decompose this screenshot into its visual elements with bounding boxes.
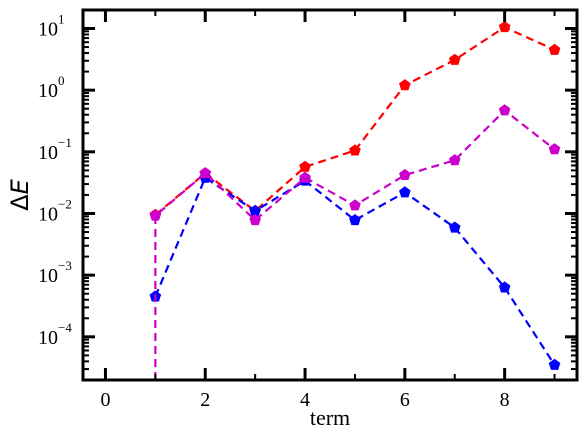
x-tick-label: 8 xyxy=(500,389,510,411)
data-point xyxy=(349,144,361,156)
x-tick-label: 2 xyxy=(200,389,210,411)
y-tick-exponent: −2 xyxy=(58,197,72,212)
x-tick-label: 4 xyxy=(300,389,310,411)
y-tick-label: 10 xyxy=(38,80,58,102)
x-tick-label: 6 xyxy=(400,389,410,411)
data-point xyxy=(149,209,162,221)
y-tick-exponent: 0 xyxy=(58,73,65,88)
data-point xyxy=(548,358,561,370)
y-axis-label: ΔE xyxy=(6,178,34,210)
y-tick-exponent: −3 xyxy=(58,258,72,273)
y-axis-label-symbol: Δ xyxy=(6,194,34,211)
y-tick-exponent: −4 xyxy=(58,320,72,335)
y-tick-label: 10 xyxy=(38,327,58,349)
y-tick-label: 10 xyxy=(38,265,58,287)
data-point xyxy=(349,214,361,226)
series-layer xyxy=(149,21,561,380)
data-point xyxy=(349,199,361,211)
data-point xyxy=(498,104,511,116)
data-point xyxy=(448,53,461,65)
data-point xyxy=(399,79,411,91)
plot-frame xyxy=(81,8,579,382)
data-point xyxy=(498,281,511,293)
data-point xyxy=(448,154,461,166)
data-point xyxy=(249,214,261,226)
x-axis-label: term xyxy=(310,405,350,430)
data-point xyxy=(548,143,561,155)
y-tick-label: 10 xyxy=(38,204,58,226)
y-axis-label-variable: E xyxy=(6,178,34,194)
data-point xyxy=(448,221,461,233)
data-point xyxy=(199,167,212,179)
y-tick-label: 10 xyxy=(38,19,58,41)
data-point xyxy=(498,21,511,33)
series-line xyxy=(154,108,556,380)
data-point xyxy=(399,186,411,198)
data-point xyxy=(548,43,561,55)
data-point xyxy=(399,168,411,181)
data-point xyxy=(299,171,311,183)
y-tick-label: 10 xyxy=(38,142,58,164)
data-point xyxy=(299,160,311,172)
series-line xyxy=(154,25,556,216)
y-tick-exponent: −1 xyxy=(58,135,72,150)
x-tick-label: 0 xyxy=(100,389,110,411)
y-tick-exponent: 1 xyxy=(58,12,65,27)
